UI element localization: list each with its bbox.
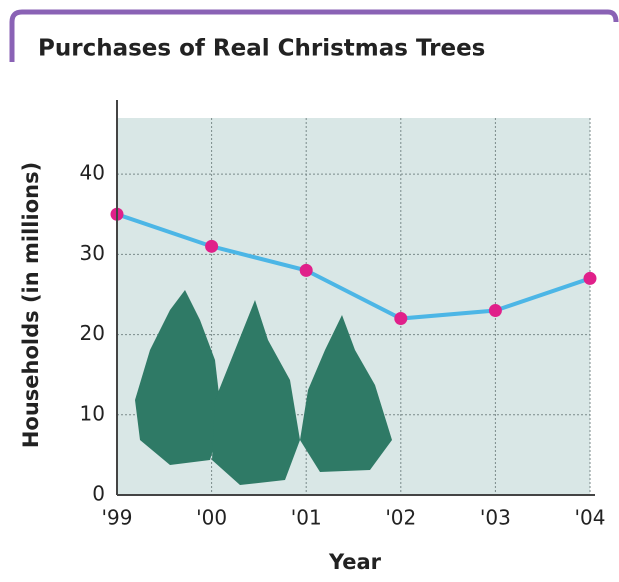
marker	[394, 312, 407, 325]
x-axis-label: Year	[328, 550, 382, 574]
x-tick-label: '01	[291, 506, 322, 530]
x-tick-label: '04	[575, 506, 606, 530]
y-tick-label: 20	[80, 321, 105, 345]
x-tick-label: '02	[385, 506, 416, 530]
y-tick-label: 40	[80, 161, 105, 185]
chart: Purchases of Real Christmas Trees Year H…	[0, 0, 619, 578]
marker	[205, 240, 218, 253]
y-axis-label: Households (in millions)	[19, 162, 43, 448]
marker	[300, 264, 313, 277]
x-tick-label: '03	[480, 506, 511, 530]
y-tick-label: 0	[92, 482, 105, 506]
marker	[489, 304, 502, 317]
x-tick-label: '00	[196, 506, 227, 530]
chart-title: Purchases of Real Christmas Trees	[38, 36, 485, 62]
x-tick-label: '99	[102, 506, 133, 530]
y-tick-label: 10	[80, 401, 105, 425]
marker	[584, 272, 597, 285]
y-tick-label: 30	[80, 241, 105, 265]
